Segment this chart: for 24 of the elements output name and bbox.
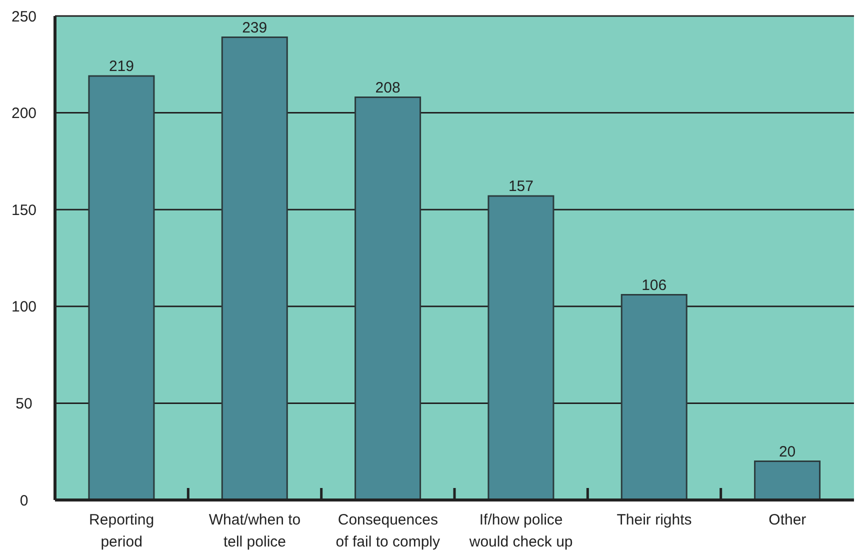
x-tick-label: Reporting period	[89, 512, 154, 551]
data-label: 219	[108, 58, 134, 76]
data-label: 239	[242, 19, 268, 36]
bar	[354, 96, 422, 500]
x-tick-label: Their rights	[616, 512, 692, 529]
y-tick-label: 50	[16, 396, 32, 413]
data-label: 157	[508, 178, 534, 196]
y-tick-label: 150	[11, 202, 37, 219]
bar	[754, 460, 821, 500]
data-label: 208	[375, 79, 400, 96]
y-tick-label: 0	[20, 492, 28, 510]
bar	[620, 294, 688, 500]
y-tick-label: 250	[11, 8, 37, 26]
y-tick-label: 100	[11, 298, 37, 316]
x-tick-label: If/how police would check up	[468, 512, 573, 551]
bar	[88, 75, 155, 500]
bar	[488, 195, 554, 500]
x-tick-label: What/when to tell police	[208, 512, 301, 551]
x-tick-label: Other	[768, 512, 806, 529]
y-tick-label: 200	[11, 105, 37, 122]
x-tick-label: Consequences of fail to comply	[336, 512, 441, 551]
data-label: 106	[642, 276, 667, 294]
data-label: 20	[778, 443, 796, 460]
bar	[221, 36, 288, 500]
